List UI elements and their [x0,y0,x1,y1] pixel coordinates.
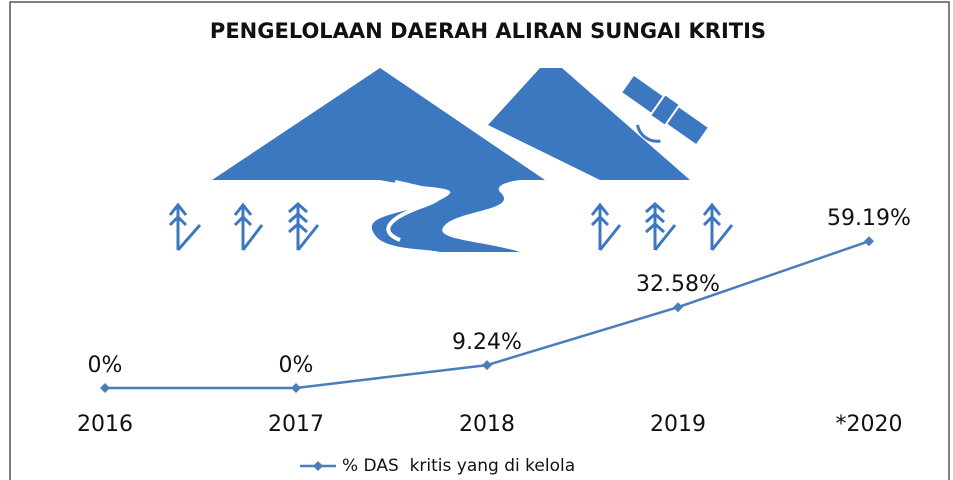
mountain-right [488,68,690,180]
point [100,383,110,393]
data-label: 0% [279,353,314,378]
river [371,180,520,252]
data-label: 9.24% [452,330,522,355]
point [864,236,874,247]
point [291,383,301,393]
chart-title: PENGELOLAAN DAERAH ALIRAN SUNGAI KRITIS [210,19,766,43]
mountain-left [212,68,545,180]
data-label: 32.58% [636,272,720,297]
illustration [168,68,734,252]
point [673,302,683,313]
x-tick-label: 2019 [650,412,706,437]
x-tick-label: *2020 [836,412,903,437]
point [482,360,492,371]
legend-label: % DAS kritis yang di kelola [342,456,575,476]
x-tick-label: 2016 [77,412,133,437]
river-highlight [386,180,442,242]
x-tick-label: 2018 [459,412,515,437]
frame [9,1,950,480]
data-label: 59.19% [827,206,911,231]
plants [168,201,734,251]
satellite [622,75,708,145]
data-label: 0% [88,353,123,378]
x-tick-label: 2017 [268,412,324,437]
legend-marker [313,461,323,471]
